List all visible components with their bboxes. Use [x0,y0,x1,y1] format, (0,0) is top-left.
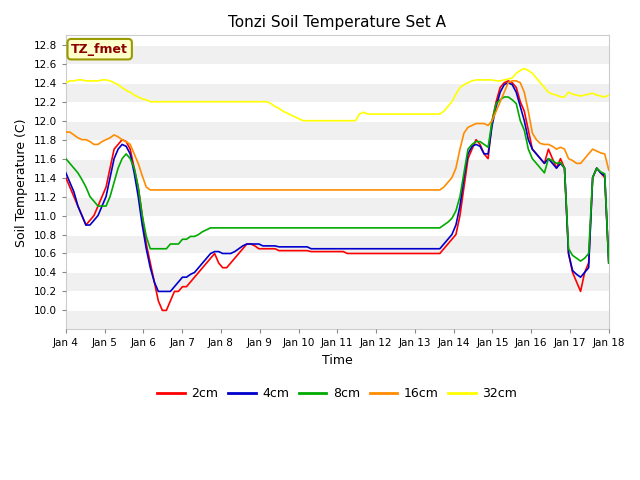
Bar [66,216,609,235]
Bar [66,311,609,329]
Bar [66,178,609,197]
Bar [66,197,609,216]
Bar [66,83,609,102]
Bar [66,253,609,273]
Bar [66,36,609,45]
Bar [66,291,609,311]
Bar [66,45,609,64]
Bar [66,120,609,140]
Bar [66,158,609,178]
Bar [66,140,609,158]
Text: TZ_fmet: TZ_fmet [71,43,128,56]
Bar [66,64,609,83]
Legend: 2cm, 4cm, 8cm, 16cm, 32cm: 2cm, 4cm, 8cm, 16cm, 32cm [152,383,522,406]
Y-axis label: Soil Temperature (C): Soil Temperature (C) [15,118,28,247]
Bar [66,235,609,253]
Bar [66,102,609,120]
X-axis label: Time: Time [322,354,353,367]
Bar [66,273,609,291]
Title: Tonzi Soil Temperature Set A: Tonzi Soil Temperature Set A [228,15,446,30]
